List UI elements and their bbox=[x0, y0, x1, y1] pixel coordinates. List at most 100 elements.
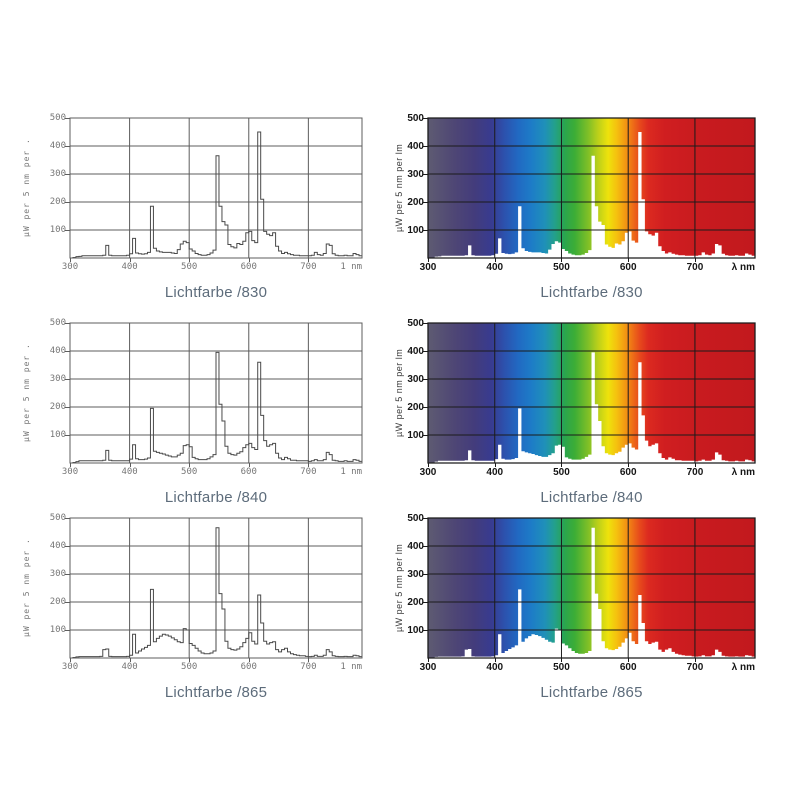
spectral-chart-865-filled-spectrum: µW per 5 nm per lm 100 200 300 400 500 300 400 5… bbox=[392, 513, 800, 701]
x-tick-label: 500 bbox=[553, 467, 570, 478]
y-tick-label: 400 bbox=[407, 140, 424, 152]
plot-area: 100 200 300 400 500 bbox=[50, 318, 362, 467]
x-tick-mark bbox=[70, 658, 71, 662]
spectrum-curve bbox=[70, 132, 362, 258]
x-tick-label: 500 bbox=[181, 467, 198, 477]
y-tick-mark bbox=[423, 545, 428, 547]
chart-title: Lichtfarbe /840 bbox=[540, 489, 643, 506]
y-tick-label: 500 bbox=[407, 112, 424, 124]
y-tick-mark bbox=[423, 629, 428, 631]
y-tick-label: 100 bbox=[407, 624, 424, 636]
x-axis: 300 400 500 600 700 1 nm bbox=[62, 467, 362, 483]
x-tick-mark bbox=[694, 258, 696, 262]
chart-title: Lichtfarbe /830 bbox=[164, 284, 268, 301]
y-tick-mark bbox=[423, 350, 428, 352]
x-tick-label: 500 bbox=[553, 262, 570, 273]
y-tick-label: 200 bbox=[49, 596, 66, 607]
y-tick-mark bbox=[423, 173, 428, 175]
y-tick-label: 400 bbox=[407, 345, 424, 357]
x-tick-mark bbox=[628, 463, 630, 467]
spectral-chart-840-line: µW per 5 nm per . 100 200 300 400 500 300 400 50… bbox=[0, 318, 392, 506]
spectrum-fill bbox=[428, 132, 755, 258]
y-axis-title: µW per 5 nm per . bbox=[22, 538, 31, 638]
spectrum-fill bbox=[428, 527, 755, 658]
x-tick-label: 600 bbox=[619, 662, 637, 673]
x-tick-label: 500 bbox=[553, 662, 570, 673]
x-axis: 300 400 500 600 700 1 nm bbox=[62, 262, 362, 278]
x-tick-mark bbox=[561, 258, 563, 262]
x-tick-mark bbox=[308, 258, 310, 262]
y-tick-mark bbox=[65, 229, 70, 231]
x-tick-label: 600 bbox=[240, 662, 257, 672]
spectrum-curve bbox=[70, 352, 362, 463]
y-tick-mark bbox=[65, 117, 70, 119]
y-tick-label: 300 bbox=[407, 168, 424, 180]
y-tick-label: 100 bbox=[49, 624, 66, 635]
x-tick-mark bbox=[561, 463, 563, 467]
y-axis-title: µW per 5 nm per . bbox=[22, 343, 31, 443]
y-tick-label: 400 bbox=[49, 345, 66, 356]
chart-title: Lichtfarbe /865 bbox=[540, 684, 643, 701]
x-unit-label: λ nm bbox=[731, 467, 755, 478]
y-tick-mark bbox=[65, 517, 70, 519]
x-tick-label: 400 bbox=[121, 262, 138, 272]
x-tick-label: 300 bbox=[419, 662, 437, 673]
y-tick-mark bbox=[65, 322, 70, 324]
y-tick-label: 200 bbox=[407, 196, 424, 208]
plot-area: 100 200 300 400 500 bbox=[50, 113, 362, 262]
y-tick-label: 200 bbox=[407, 401, 424, 413]
y-tick-label: 400 bbox=[49, 140, 66, 151]
chart-title: Lichtfarbe /840 bbox=[164, 489, 268, 506]
x-tick-label: 500 bbox=[181, 662, 198, 672]
y-tick-label: 500 bbox=[49, 317, 66, 328]
y-tick-mark bbox=[423, 573, 428, 575]
x-tick-mark bbox=[428, 658, 429, 662]
y-tick-label: 400 bbox=[407, 540, 424, 552]
x-tick-mark bbox=[428, 258, 429, 262]
x-tick-label: 400 bbox=[121, 662, 138, 672]
spectrum-plot-svg bbox=[70, 323, 362, 463]
x-tick-mark bbox=[70, 463, 71, 467]
y-tick-label: 100 bbox=[407, 429, 424, 441]
plot-border bbox=[428, 518, 755, 658]
x-tick-label: 300 bbox=[419, 467, 437, 478]
y-tick-mark bbox=[65, 145, 70, 147]
x-tick-mark bbox=[494, 658, 496, 662]
x-axis: 300 400 500 600 700 λ nm bbox=[420, 262, 755, 278]
x-tick-mark bbox=[70, 258, 71, 262]
y-tick-mark bbox=[65, 601, 70, 603]
y-tick-label: 500 bbox=[49, 112, 66, 123]
y-tick-label: 500 bbox=[407, 512, 424, 524]
x-unit-label: 1 nm bbox=[340, 662, 362, 672]
y-tick-label: 500 bbox=[49, 512, 66, 523]
y-tick-label: 300 bbox=[49, 568, 66, 579]
spectrum-curve bbox=[70, 528, 362, 658]
x-tick-mark bbox=[189, 658, 191, 662]
plot-area: 100 200 300 400 500 bbox=[50, 513, 362, 662]
x-tick-mark bbox=[428, 463, 429, 467]
x-tick-label: 400 bbox=[486, 262, 504, 273]
x-tick-label: 600 bbox=[619, 467, 637, 478]
y-tick-label: 300 bbox=[407, 568, 424, 580]
y-tick-mark bbox=[65, 573, 70, 575]
x-tick-mark bbox=[694, 658, 696, 662]
y-axis-title: µW per 5 nm per lm bbox=[394, 348, 404, 438]
plot-area: 100 200 300 400 500 bbox=[407, 113, 755, 262]
chart-title: Lichtfarbe /830 bbox=[540, 284, 643, 301]
y-tick-mark bbox=[423, 434, 428, 436]
x-axis: 300 400 500 600 700 1 nm bbox=[62, 662, 362, 678]
x-tick-label: 700 bbox=[300, 467, 317, 477]
y-tick-label: 300 bbox=[49, 168, 66, 179]
plot-border bbox=[70, 118, 362, 258]
x-tick-label: 700 bbox=[300, 662, 317, 672]
x-tick-mark bbox=[189, 258, 191, 262]
y-axis-title: µW per 5 nm per lm bbox=[394, 543, 404, 633]
y-tick-label: 100 bbox=[407, 224, 424, 236]
spectral-chart-830-line: µW per 5 nm per . 100 200 300 400 500 300 400 50… bbox=[0, 113, 392, 301]
y-tick-mark bbox=[423, 322, 428, 324]
x-tick-label: 600 bbox=[240, 262, 257, 272]
x-tick-mark bbox=[248, 658, 250, 662]
x-tick-mark bbox=[129, 258, 131, 262]
spectrum-plot-svg bbox=[428, 518, 755, 658]
y-tick-label: 200 bbox=[407, 596, 424, 608]
